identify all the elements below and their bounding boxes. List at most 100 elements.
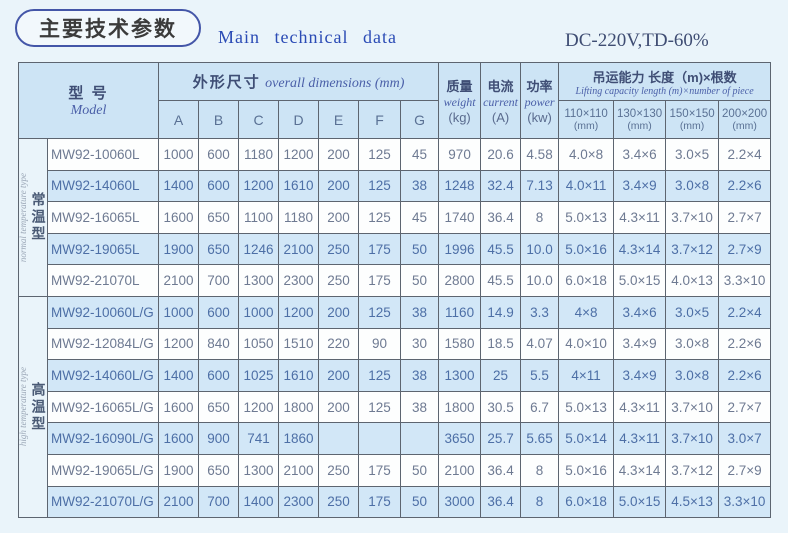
value-cell: 4.0×13: [665, 264, 720, 297]
header-power: 功率 power (kw): [520, 62, 560, 139]
value-cell: 1510: [278, 327, 320, 361]
value-cell: 45.5: [480, 264, 522, 297]
value-cell: 36.4: [480, 453, 522, 487]
value-cell: 1610: [278, 359, 320, 392]
table-row: MW92-16065L 1600 650 1100 1180 200 125 45 1740 36…: [18, 201, 772, 234]
value-cell: 2.2×4: [718, 138, 772, 171]
value-cell: 600: [198, 295, 240, 329]
value-cell: 250: [318, 453, 360, 487]
value-cell: 1600: [158, 390, 200, 424]
header-current: 电流 current (A): [480, 62, 522, 139]
value-cell: 3.3: [520, 295, 560, 329]
value-cell: 5.0×13: [558, 390, 615, 424]
header-dim-a: A: [158, 100, 200, 139]
value-cell: 900: [198, 422, 240, 455]
value-cell: 2300: [278, 264, 320, 297]
value-cell: 3.7×10: [665, 201, 720, 234]
value-cell: 1400: [158, 359, 200, 392]
value-cell: 5.0×16: [558, 232, 615, 266]
header-model-en: Model: [70, 103, 107, 118]
value-cell: 14.9: [480, 295, 522, 329]
value-cell: 25: [480, 359, 522, 392]
value-cell: 5.0×15: [613, 264, 667, 297]
section-label-en: normal temperature type: [18, 172, 28, 263]
value-cell: 1600: [158, 201, 200, 234]
section-label-en: high temperature type: [18, 367, 28, 447]
value-cell: 38: [400, 390, 440, 424]
value-cell: 1025: [238, 359, 280, 392]
header-row-1: 型 号 Model 外形尺寸 overall dimensions (mm) 质…: [17, 62, 772, 139]
value-cell: 50: [400, 232, 440, 266]
value-cell: 1300: [238, 264, 280, 297]
value-cell: 3.0×5: [665, 295, 720, 329]
value-cell: 36.4: [480, 485, 522, 519]
value-cell: [400, 422, 440, 455]
value-cell: 38: [400, 359, 440, 392]
section-label: high temperature type 高温型: [18, 297, 47, 516]
model-cell: MW92-12084L/G: [46, 327, 160, 361]
value-cell: 10.0: [520, 264, 560, 297]
value-cell: 50: [400, 264, 440, 297]
capacity-size-label: 150×150: [669, 107, 715, 120]
capacity-size-unit: (mm): [627, 119, 652, 132]
value-cell: 30: [400, 327, 440, 361]
value-cell: 1180: [278, 201, 320, 234]
page-title-en: Main technical data: [218, 27, 397, 47]
model-cell: MW92-10060L: [46, 138, 160, 171]
header-weight-cn: 质量: [446, 79, 473, 94]
value-cell: 1400: [238, 485, 280, 519]
value-cell: 3.7×12: [665, 232, 720, 266]
table-row: MW92-16090L/G 1600 900 741 1860 3650 25.7 5.65 5…: [18, 422, 772, 455]
value-cell: 2.2×6: [718, 169, 772, 203]
value-cell: 600: [198, 169, 240, 203]
value-cell: 45: [400, 138, 440, 171]
value-cell: 8: [520, 485, 560, 519]
technical-data-table: 型 号 Model 外形尺寸 overall dimensions (mm) 质…: [17, 62, 772, 519]
value-cell: 1996: [438, 232, 482, 266]
header-capacity-200: 200×200 (mm): [718, 100, 772, 139]
value-cell: [358, 422, 402, 455]
value-cell: 1200: [238, 169, 280, 203]
header-power-cn: 功率: [526, 79, 553, 94]
header-power-en: power: [524, 95, 555, 109]
value-cell: 2.2×6: [718, 359, 772, 392]
value-cell: 4.3×14: [613, 232, 667, 266]
model-cell: MW92-16065L/G: [46, 390, 160, 424]
value-cell: 1000: [158, 295, 200, 329]
page-title-cn: 主要技术参数: [39, 18, 177, 41]
capacity-size-label: 130×130: [617, 107, 663, 120]
value-cell: 3.4×6: [613, 138, 667, 171]
value-cell: 600: [198, 359, 240, 392]
value-cell: 1900: [158, 453, 200, 487]
model-cell: MW92-19065L/G: [46, 453, 160, 487]
header-dimensions-en: overall dimensions (mm): [265, 76, 405, 91]
value-cell: 2.7×7: [718, 201, 772, 234]
value-cell: 175: [358, 264, 402, 297]
model-cell: MW92-16065L: [46, 201, 160, 234]
value-cell: 1800: [278, 390, 320, 424]
value-cell: 200: [318, 359, 360, 392]
value-cell: 175: [358, 232, 402, 266]
model-cell: MW92-14060L: [46, 169, 160, 203]
value-cell: 3.0×8: [665, 169, 720, 203]
value-cell: 2100: [278, 232, 320, 266]
table-row: MW92-16065L/G 1600 650 1200 1800 200 125 38 1800…: [18, 390, 772, 424]
value-cell: 2300: [278, 485, 320, 519]
value-cell: 45.5: [480, 232, 522, 266]
header-dimensions: 外形尺寸 overall dimensions (mm): [158, 62, 440, 101]
value-cell: 4.0×10: [558, 327, 615, 361]
value-cell: 125: [358, 169, 402, 203]
value-cell: 175: [358, 453, 402, 487]
value-cell: 650: [198, 201, 240, 234]
value-cell: 45: [400, 201, 440, 234]
value-cell: 10.0: [520, 232, 560, 266]
header-dim-c: C: [238, 100, 280, 139]
value-cell: 1248: [438, 169, 482, 203]
value-cell: 125: [358, 295, 402, 329]
value-cell: 2.7×9: [718, 232, 772, 266]
value-cell: 200: [318, 295, 360, 329]
value-cell: 3000: [438, 485, 482, 519]
capacity-size-label: 200×200: [722, 107, 768, 120]
value-cell: 741: [238, 422, 280, 455]
